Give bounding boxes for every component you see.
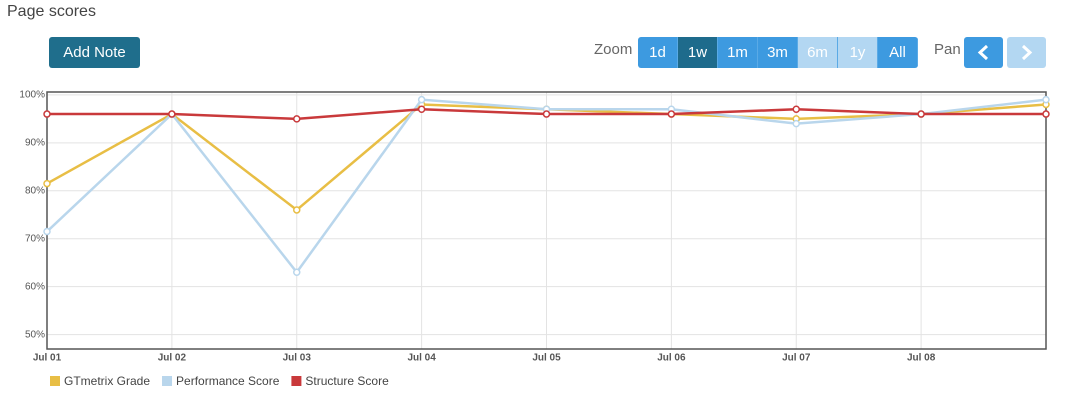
pan-left-button[interactable] <box>964 37 1003 68</box>
zoom-button[interactable]: 1w <box>678 37 718 68</box>
plot-border <box>46 91 1047 350</box>
point-marker <box>542 110 551 118</box>
series-line <box>47 108 1046 121</box>
point-marker <box>917 110 925 118</box>
y-tick-label: 100% <box>19 90 45 101</box>
zoom-button[interactable]: 1y <box>838 37 878 68</box>
point-marker <box>293 206 301 214</box>
point-marker <box>667 110 676 118</box>
point-marker <box>917 110 925 118</box>
series-line <box>46 103 1047 212</box>
zoom-button[interactable]: 6m <box>798 37 838 68</box>
legend-swatch <box>162 376 173 386</box>
legend-swatch <box>291 376 302 386</box>
x-tick-label: Jul 06 <box>657 353 686 364</box>
point-marker <box>168 110 176 118</box>
point-marker <box>417 105 426 114</box>
point-marker <box>43 179 51 188</box>
point-marker <box>667 105 676 114</box>
x-tick-label: Jul 08 <box>907 353 936 364</box>
point-marker <box>293 268 301 277</box>
point-marker <box>168 110 176 118</box>
zoom-group: 1d 1w 1m 3m 6m 1y All <box>638 37 918 68</box>
point-marker <box>917 110 925 118</box>
point-marker <box>168 110 176 118</box>
point-marker <box>542 105 551 114</box>
x-tick-label: Jul 05 <box>532 353 561 364</box>
point-marker <box>1042 110 1050 118</box>
legend-swatch <box>50 376 60 386</box>
point-marker <box>417 100 426 109</box>
add-note-button[interactable]: Add Note <box>49 37 140 68</box>
point-marker <box>792 115 800 123</box>
x-tick-label: Jul 04 <box>407 353 436 364</box>
point-marker <box>792 105 800 114</box>
point-marker <box>1042 100 1050 109</box>
y-tick-label: 50% <box>25 329 45 340</box>
legend-label: GTmetrix Grade <box>64 374 150 388</box>
arrow-left <box>977 44 989 61</box>
zoom-label: Zoom <box>594 41 633 58</box>
y-tick-label: 80% <box>25 185 45 196</box>
zoom-button[interactable]: 3m <box>758 37 798 68</box>
section-title: Page scores <box>7 3 96 20</box>
arrow-right <box>1021 44 1033 61</box>
x-tick-label: Jul 01 <box>33 353 62 364</box>
point-marker <box>792 119 800 128</box>
point-marker <box>667 110 676 118</box>
zoom-button[interactable]: 1m <box>718 37 758 68</box>
x-tick-label: Jul 03 <box>283 353 312 364</box>
zoom-button[interactable]: All <box>878 37 918 68</box>
zoom-button[interactable]: 1d <box>638 37 678 68</box>
x-tick-label: Jul 02 <box>158 353 187 364</box>
pan-right-button[interactable] <box>1007 37 1046 68</box>
point-marker <box>1042 95 1050 104</box>
legend-label: Performance Score <box>176 374 280 388</box>
point-marker <box>542 105 551 114</box>
legend-label: Structure Score <box>305 374 389 388</box>
point-marker <box>43 227 51 236</box>
y-tick-label: 90% <box>25 137 45 148</box>
point-marker <box>417 95 426 104</box>
y-tick-label: 70% <box>25 233 45 244</box>
pan-label: Pan <box>934 41 961 58</box>
point-marker <box>293 115 301 123</box>
x-tick-label: Jul 07 <box>782 353 811 364</box>
point-marker <box>43 110 51 118</box>
series-line <box>46 98 1047 275</box>
y-tick-label: 60% <box>25 281 45 292</box>
